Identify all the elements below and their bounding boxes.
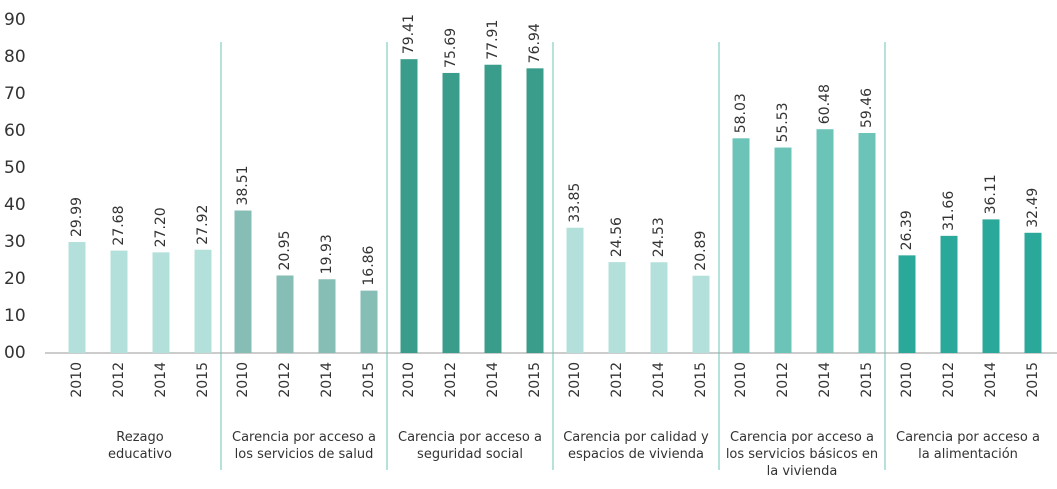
x-tick-label: 2015 xyxy=(859,362,875,398)
x-tick-label: 2015 xyxy=(1025,362,1041,398)
value-label: 27.20 xyxy=(153,207,169,247)
x-tick-label: 2010 xyxy=(69,362,85,398)
y-tick-label: 20 xyxy=(4,269,26,289)
y-tick-label: 00 xyxy=(4,343,26,363)
bar xyxy=(982,219,1000,353)
bar xyxy=(566,227,584,353)
y-tick-label: 60 xyxy=(4,121,26,141)
x-tick-label: 2014 xyxy=(983,362,999,398)
group-label: Rezago educativo xyxy=(108,430,172,462)
value-label: 20.95 xyxy=(277,230,293,270)
x-tick-label: 2012 xyxy=(775,362,791,398)
x-tick-label: 2010 xyxy=(899,362,915,398)
bar xyxy=(234,210,252,353)
x-tick-label: 2012 xyxy=(277,362,293,398)
bar xyxy=(732,138,750,353)
value-label: 26.39 xyxy=(899,210,915,250)
value-label: 16.86 xyxy=(361,245,377,285)
y-tick-label: 70 xyxy=(4,84,26,104)
bar xyxy=(400,59,418,354)
value-label: 59.46 xyxy=(859,88,875,128)
bar xyxy=(360,290,378,353)
x-tick-label: 2014 xyxy=(485,362,501,398)
y-tick-label: 80 xyxy=(4,47,26,67)
value-label: 36.11 xyxy=(983,174,999,214)
value-label: 55.53 xyxy=(775,102,791,142)
x-tick-label: 2014 xyxy=(817,362,833,398)
x-tick-label: 2012 xyxy=(941,362,957,398)
bar xyxy=(816,129,834,353)
bar xyxy=(152,252,170,353)
group-label: Carencia por calidad y espacios de vivie… xyxy=(563,430,709,462)
bar xyxy=(194,249,212,353)
value-label: 33.85 xyxy=(567,183,583,223)
value-label: 24.53 xyxy=(651,217,667,257)
bar xyxy=(650,262,668,353)
bar xyxy=(940,235,958,353)
value-label: 58.03 xyxy=(733,93,749,133)
x-tick-label: 2014 xyxy=(153,362,169,398)
bar xyxy=(526,68,544,354)
value-label: 27.68 xyxy=(111,205,127,245)
bar xyxy=(484,64,502,353)
bar xyxy=(442,72,460,354)
value-label: 76.94 xyxy=(527,23,543,63)
bar xyxy=(276,275,294,353)
value-label: 79.41 xyxy=(401,14,417,54)
x-tick-label: 2010 xyxy=(567,362,583,398)
value-label: 75.69 xyxy=(443,28,459,68)
x-tick-label: 2010 xyxy=(733,362,749,398)
bar xyxy=(898,255,916,353)
bar xyxy=(68,242,86,353)
group-label: Carencia por acceso a los servicios de s… xyxy=(232,430,376,462)
group-label: Carencia por acceso a los servicios bási… xyxy=(725,430,879,479)
bar xyxy=(318,279,336,353)
value-label: 77.91 xyxy=(485,20,501,60)
x-tick-label: 2014 xyxy=(651,362,667,398)
bar xyxy=(774,147,792,353)
value-label: 31.66 xyxy=(941,191,957,231)
y-tick-label: 40 xyxy=(4,195,26,215)
value-label: 19.93 xyxy=(319,234,335,274)
value-label: 20.89 xyxy=(693,231,709,271)
x-tick-label: 2014 xyxy=(319,362,335,398)
x-tick-label: 2012 xyxy=(443,362,459,398)
x-tick-label: 2015 xyxy=(527,362,543,398)
value-label: 60.48 xyxy=(817,84,833,124)
bar xyxy=(608,262,626,353)
group-label: Carencia por acceso a la alimentación xyxy=(896,430,1040,462)
x-tick-label: 2015 xyxy=(693,362,709,398)
x-tick-label: 2015 xyxy=(195,362,211,398)
y-tick-label: 90 xyxy=(4,10,26,30)
x-tick-label: 2012 xyxy=(111,362,127,398)
value-label: 24.56 xyxy=(609,217,625,257)
x-tick-label: 2010 xyxy=(401,362,417,398)
bar xyxy=(692,275,710,353)
x-tick-label: 2010 xyxy=(235,362,251,398)
value-label: 27.92 xyxy=(195,205,211,245)
value-label: 32.49 xyxy=(1025,188,1041,228)
y-tick-label: 10 xyxy=(4,306,26,326)
bar xyxy=(110,250,128,353)
x-tick-label: 2012 xyxy=(609,362,625,398)
y-tick-label: 50 xyxy=(4,158,26,178)
bar xyxy=(1024,232,1042,353)
value-label: 38.51 xyxy=(235,165,251,205)
value-label: 29.99 xyxy=(69,197,85,237)
group-label: Carencia por acceso a seguridad social xyxy=(398,430,542,462)
bar xyxy=(858,132,876,353)
y-tick-label: 30 xyxy=(4,232,26,252)
x-tick-label: 2015 xyxy=(361,362,377,398)
